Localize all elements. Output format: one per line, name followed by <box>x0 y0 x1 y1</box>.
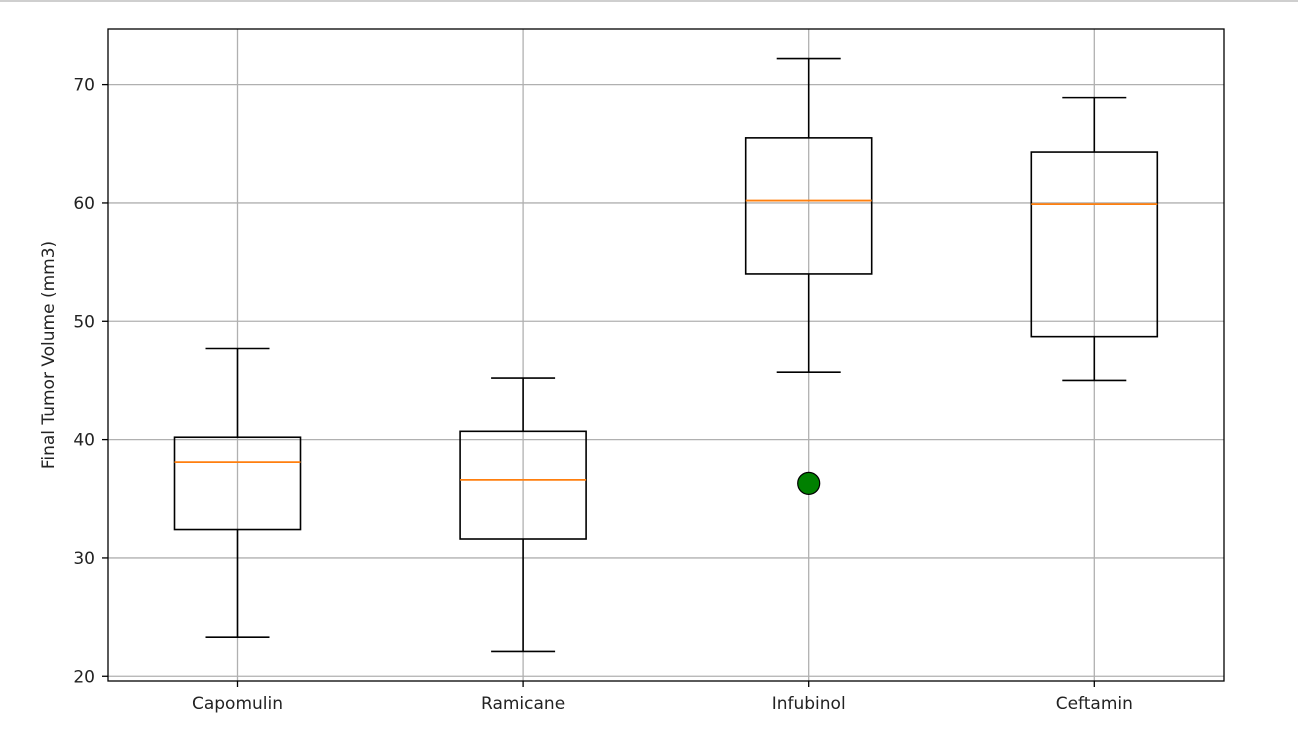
y-tick-label: 60 <box>73 194 95 214</box>
y-tick-label: 70 <box>73 76 95 96</box>
axes-frame <box>107 28 1225 682</box>
iqr-box <box>459 430 587 540</box>
box-ramicane <box>459 377 587 653</box>
box-ceftamin <box>1030 96 1159 382</box>
x-tick-label: Ramicane <box>481 694 565 714</box>
y-tick-label: 20 <box>73 667 95 687</box>
grid-lines <box>108 29 1224 681</box>
cell-divider <box>0 0 1298 2</box>
axis-ticks: 20 30 40 50 60 70 Capomulin Ramicane Infubinol Ce… <box>73 76 1133 714</box>
iqr-box <box>1030 151 1159 338</box>
box-capomulin <box>173 347 302 639</box>
outlier-point <box>797 471 821 495</box>
y-axis-label: Final Tumor Volume (mm3) <box>39 241 59 469</box>
y-tick-label: 50 <box>73 312 95 332</box>
iqr-box <box>744 137 873 275</box>
x-tick-label: Ceftamin <box>1056 694 1133 714</box>
box-infubinol <box>744 57 873 495</box>
x-tick-label: Infubinol <box>772 694 846 714</box>
boxes <box>173 57 1159 653</box>
y-tick-label: 30 <box>73 549 95 569</box>
x-tick-label: Capomulin <box>192 694 283 714</box>
y-tick-label: 40 <box>73 431 95 451</box>
iqr-box <box>173 436 302 531</box>
